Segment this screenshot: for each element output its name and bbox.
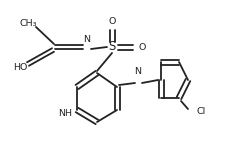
Text: HO: HO bbox=[13, 63, 27, 72]
Text: O: O bbox=[138, 42, 146, 51]
Text: N: N bbox=[135, 68, 142, 76]
Text: O: O bbox=[108, 18, 116, 27]
Text: N: N bbox=[84, 36, 90, 45]
Text: Cl: Cl bbox=[196, 108, 206, 117]
Text: NH: NH bbox=[58, 110, 72, 118]
Text: S: S bbox=[108, 40, 116, 54]
Text: CH₃: CH₃ bbox=[19, 18, 37, 27]
